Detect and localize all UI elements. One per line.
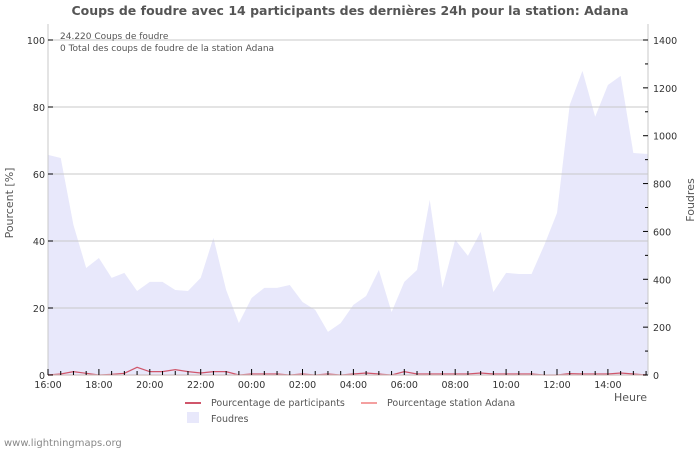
- footer-source: www.lightningmaps.org: [4, 438, 122, 449]
- legend-label-participants: Pourcentage de participants: [211, 398, 345, 409]
- y-axis-right-label: Foudres: [684, 178, 697, 222]
- y2-tick-label: 200: [653, 323, 671, 334]
- y-tick-label: 60: [33, 170, 45, 181]
- y2-tick-label: 1400: [653, 36, 677, 47]
- legend-swatch-foudres: [187, 412, 199, 423]
- x-tick-label: 08:00: [442, 380, 469, 391]
- x-axis-label: Heure: [614, 391, 647, 404]
- y2-tick-label: 1000: [653, 132, 677, 143]
- y2-tick-label: 1200: [653, 84, 677, 95]
- y-tick-label: 0: [39, 371, 45, 382]
- y-tick-label: 80: [33, 103, 45, 114]
- x-tick-label: 02:00: [289, 380, 316, 391]
- y-tick-label: 20: [33, 304, 45, 315]
- axes: 020406080100020040060080010001200140016:…: [27, 24, 677, 391]
- x-tick-label: 16:00: [34, 380, 61, 391]
- grid-lines: [48, 39, 648, 309]
- x-tick-label: 20:00: [136, 380, 163, 391]
- y2-tick-label: 600: [653, 227, 671, 238]
- legend-label-foudres: Foudres: [211, 414, 249, 425]
- y-tick-label: 40: [33, 237, 45, 248]
- x-tick-label: 18:00: [85, 380, 112, 391]
- foudres-area-path: [48, 70, 648, 375]
- x-tick-label: 06:00: [391, 380, 418, 391]
- annotation-strikes: 24.220 Coups de foudre: [60, 32, 169, 42]
- x-tick-label: 04:00: [340, 380, 367, 391]
- x-tick-label: 22:00: [187, 380, 214, 391]
- annotation-station-total: 0 Total des coups de foudre de la statio…: [60, 44, 274, 54]
- chart-title: Coups de foudre avec 14 participants des…: [71, 3, 629, 18]
- y2-tick-label: 800: [653, 180, 671, 191]
- x-tick-label: 10:00: [492, 380, 519, 391]
- y2-tick-label: 0: [653, 371, 659, 382]
- x-tick-label: 00:00: [238, 380, 265, 391]
- x-tick-label: 12:00: [543, 380, 570, 391]
- y-tick-label: 100: [27, 36, 45, 47]
- y2-tick-label: 400: [653, 275, 671, 286]
- x-tick-label: 14:00: [594, 380, 621, 391]
- legend-label-station: Pourcentage station Adana: [387, 398, 515, 409]
- y-axis-left-label: Pourcent [%]: [3, 168, 16, 239]
- foudres-area: [48, 70, 648, 375]
